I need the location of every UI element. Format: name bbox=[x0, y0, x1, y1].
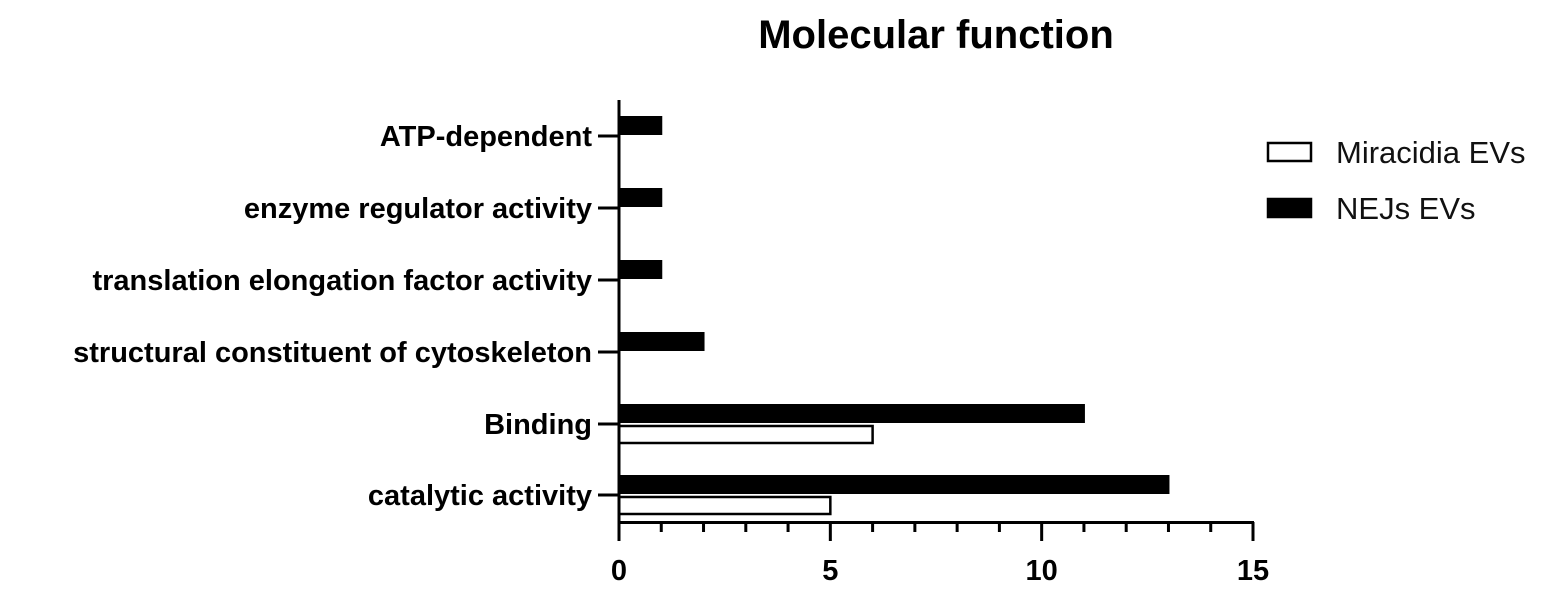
legend-label-nejs-evs: NEJs EVs bbox=[1336, 191, 1476, 226]
x-tick-label-0: 0 bbox=[611, 555, 627, 587]
category-label-binding: Binding bbox=[484, 409, 592, 441]
chart-title: Molecular function bbox=[758, 13, 1114, 57]
bar-miracidia-evs-binding bbox=[617, 424, 874, 445]
x-tick-label-15: 15 bbox=[1237, 555, 1269, 587]
category-label-structural-constituent-of-cytoskeleton: structural constituent of cytoskeleton bbox=[73, 337, 592, 369]
legend-label-miracidia-evs: Miracidia EVs bbox=[1336, 135, 1526, 170]
legend-swatch-nejs-evs bbox=[1266, 197, 1313, 219]
bar-nejs-evs-catalytic-activity bbox=[618, 475, 1170, 494]
legend: Miracidia EVs NEJs EVs bbox=[1266, 135, 1526, 226]
bar-nejs-evs-enzyme-regulator-activity bbox=[618, 188, 663, 207]
category-label-enzyme-regulator-activity: enzyme regulator activity bbox=[244, 193, 592, 225]
x-tick-label-5: 5 bbox=[822, 555, 838, 587]
legend-swatch-miracidia-evs bbox=[1266, 141, 1313, 163]
bar-miracidia-evs-catalytic-activity bbox=[617, 495, 832, 516]
category-label-atp-dependent: ATP-dependent bbox=[380, 121, 592, 153]
axes-layer bbox=[617, 100, 1254, 524]
x-tick-label-10: 10 bbox=[1026, 555, 1058, 587]
ticks-layer: catalytic activity Binding structural cons… bbox=[73, 121, 1269, 587]
bars-layer bbox=[617, 116, 1170, 516]
bar-nejs-evs-atp-dependent bbox=[618, 116, 663, 135]
bar-nejs-evs-translation-elongation-factor-activity bbox=[618, 260, 663, 279]
bar-nejs-evs-binding bbox=[618, 404, 1085, 423]
bar-nejs-evs-structural-constituent-of-cytoskeleton bbox=[618, 332, 705, 351]
category-label-translation-elongation-factor-activity: translation elongation factor activity bbox=[92, 265, 592, 297]
category-label-catalytic-activity: catalytic activity bbox=[368, 480, 592, 512]
